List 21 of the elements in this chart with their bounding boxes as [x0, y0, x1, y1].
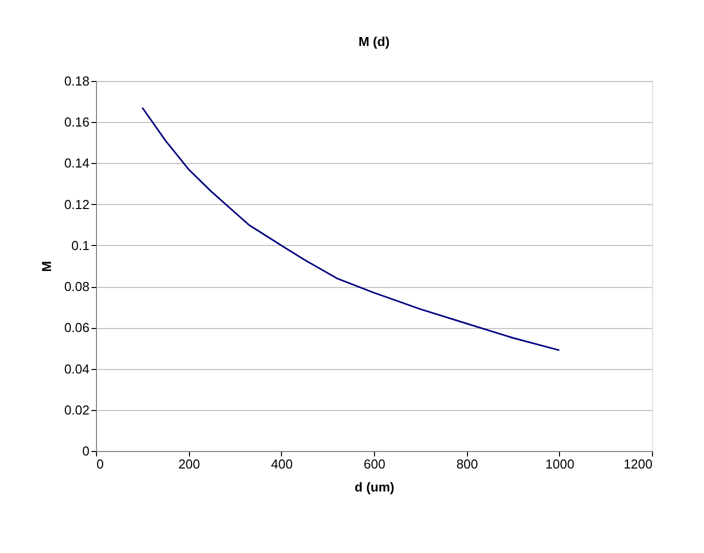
y-tick-label: 0.14 — [64, 156, 90, 171]
x-tick-label: 800 — [456, 456, 478, 472]
x-tick-label: 600 — [364, 456, 386, 472]
y-tick-label: 0.18 — [64, 74, 90, 88]
x-tick-label: 400 — [270, 456, 293, 472]
x-tick-label: 200 — [178, 456, 200, 472]
y-tick-label: 0.08 — [64, 279, 90, 294]
y-tick-label: 0.16 — [64, 114, 90, 130]
x-axis-title: d (um) — [354, 480, 394, 494]
y-tick-label: 0.04 — [64, 361, 90, 376]
y-tick-label: 0.02 — [64, 402, 90, 418]
y-tick-label: 0 — [82, 444, 90, 458]
x-tick-label: 0 — [96, 456, 104, 472]
x-tick-label: 1000 — [545, 456, 574, 472]
y-axis-title: M — [39, 261, 54, 272]
chart-title: M (d) — [358, 34, 390, 49]
x-tick-label: 1200 — [624, 456, 652, 472]
y-tick-label: 0.06 — [64, 320, 90, 336]
y-tick-label: 0.12 — [64, 196, 90, 212]
line-series — [142, 106, 560, 352]
y-tick-label: 0.1 — [71, 238, 90, 253]
